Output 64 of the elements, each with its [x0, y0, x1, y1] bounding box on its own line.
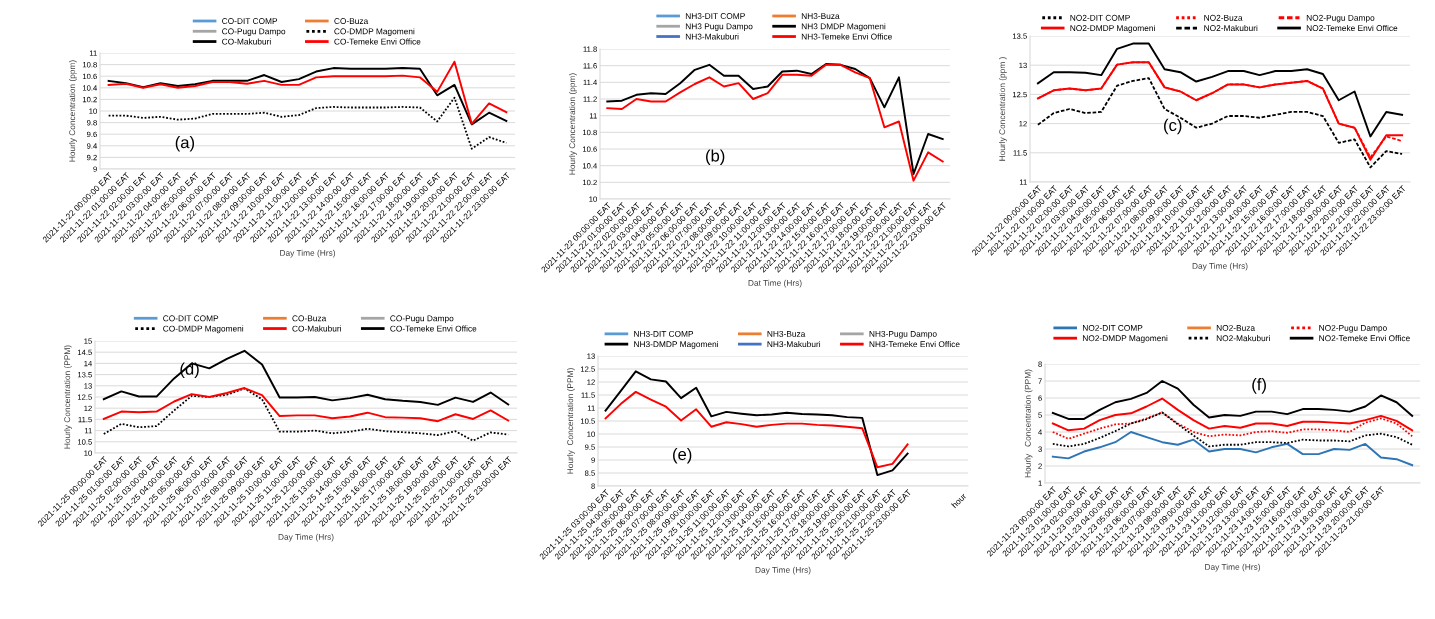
- legend-label: NH3-DMDP Magomeni: [634, 341, 718, 349]
- x-axis-title: Dat Time (Hrs): [748, 279, 802, 288]
- legend-label: CO-Temeke Envi Office: [390, 325, 477, 332]
- x-axis-title: Day Time (Hrs): [1192, 262, 1248, 271]
- line-series: [1036, 42, 1404, 138]
- legend-label: NH3-DIT COMP: [634, 330, 694, 337]
- legend-label: CO-Pugu Dampo: [390, 315, 454, 323]
- legend-label: NO2-Buza: [1216, 325, 1256, 331]
- legend-label: NO2-Pugu Dampo: [1306, 14, 1375, 23]
- legend-label: NO2-Buza: [1204, 14, 1243, 21]
- x-axis-title: Day Time (Hrs): [278, 533, 334, 542]
- legend-label: CO-DMDP Magomeni: [334, 28, 415, 36]
- legend-label: NO2-Pugu Dampo: [1319, 325, 1387, 333]
- legend-label: NO2-DIT COMP: [1082, 325, 1143, 331]
- y-axis-title: Hourly Concentration (PPM): [1024, 369, 1033, 478]
- annotation: (e): [673, 447, 692, 464]
- legend-label: CO-Buza: [292, 315, 327, 322]
- legend-label: NH3 Pugu Dampo: [685, 23, 753, 31]
- legend-label: NO2-DMDP Magomeni: [1070, 24, 1155, 33]
- legend-label: NH3-Temeke Envi Office: [869, 341, 960, 348]
- legend-label: NH3 DMDP Magomeni: [801, 23, 886, 31]
- x-axis-title: Day Time (Hrs): [755, 566, 811, 575]
- legend-label: NH3-Buza: [801, 13, 840, 19]
- legend-label: NH3-Makuburi: [767, 341, 821, 348]
- y-axis-title: Hourly Concentration (ppm): [569, 73, 577, 175]
- line-series: [102, 387, 510, 423]
- legend-label: CO-Buza: [334, 18, 369, 24]
- legend-label: CO-Temeke Envi Office: [334, 38, 421, 45]
- legend-label: NO2-Makuburi: [1216, 335, 1270, 342]
- annotation: (f): [1252, 378, 1266, 394]
- legend-label: NH3-Pugu Dampo: [869, 330, 937, 339]
- line-series: [1037, 77, 1403, 169]
- line-series: [1051, 411, 1414, 448]
- text: hour: [951, 492, 967, 509]
- legend-label: NH3-Makuburi: [685, 33, 739, 40]
- line-series: [1051, 380, 1414, 420]
- y-axis-title: Hourly Concentration (PPM): [64, 345, 72, 449]
- line-series: [604, 390, 909, 469]
- legend-label: CO-Makuburi: [292, 325, 341, 332]
- annotation: (c): [1164, 118, 1182, 135]
- legend-label: NO2-Temeke Envi Office: [1319, 335, 1410, 342]
- legend-label: CO-Pugu Dampo: [222, 28, 286, 36]
- legend-label: NH3-Temeke Envi Office: [801, 33, 892, 40]
- annotation: (a): [175, 136, 195, 152]
- legend-label: NO2-Temeke Envi Office: [1306, 24, 1398, 32]
- legend-label: CO-Makuburi: [222, 38, 271, 45]
- legend-label: CO-DIT COMP: [222, 18, 278, 24]
- legend-label: NH3-Buza: [767, 330, 806, 337]
- legend-label: NO2-Makuburi: [1204, 24, 1258, 32]
- legend-label: NO2-DMDP Magomeni: [1082, 335, 1168, 343]
- legend-label: NH3-DIT COMP: [685, 13, 745, 19]
- legend-label: CO-DMDP Magomeni: [163, 325, 244, 334]
- y-axis-title: Hourly Concentration (ppm ): [999, 57, 1007, 161]
- x-axis-title: Day Time (Hrs): [280, 249, 335, 258]
- x-axis-title: Day Time (Hrs): [1205, 563, 1260, 572]
- annotation: (b): [706, 149, 725, 165]
- legend-label: NO2-DIT COMP: [1070, 14, 1130, 21]
- y-axis-title: Hourly Concentration (PPM): [567, 368, 575, 474]
- line-series: [107, 96, 508, 150]
- line-series: [1051, 431, 1414, 467]
- legend-label: CO-DIT COMP: [163, 315, 219, 322]
- line-series: [604, 370, 909, 477]
- y-axis-title: Hourly Concentration (ppm): [69, 60, 77, 162]
- line-series: [102, 349, 510, 406]
